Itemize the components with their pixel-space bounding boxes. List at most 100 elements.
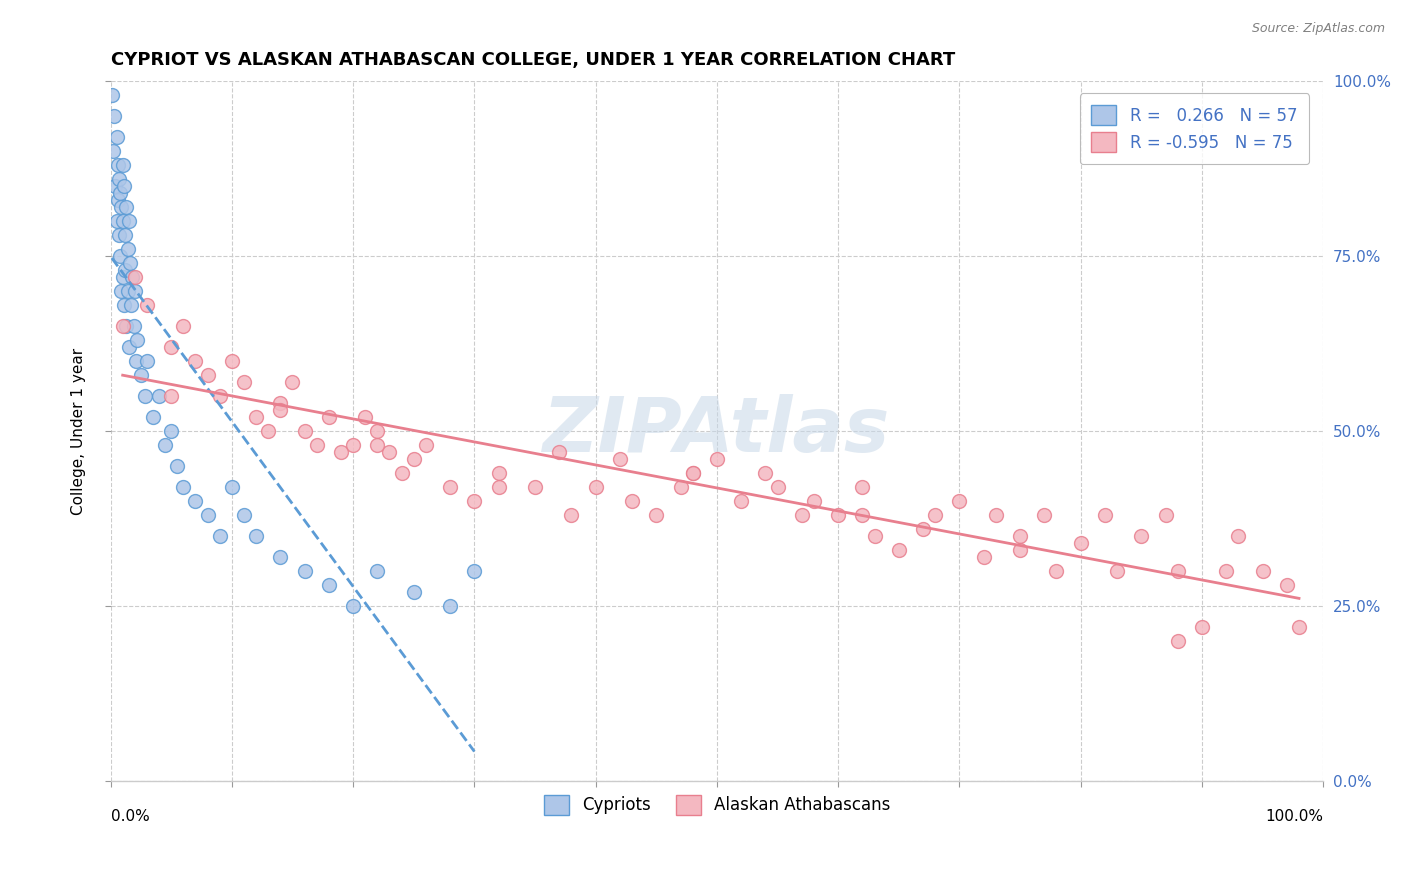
Text: Source: ZipAtlas.com: Source: ZipAtlas.com	[1251, 22, 1385, 36]
Point	[108, 172, 131, 186]
Point	[706, 452, 728, 467]
Y-axis label: College, Under 1 year: College, Under 1 year	[72, 348, 86, 515]
Point	[318, 578, 340, 592]
Point	[609, 452, 631, 467]
Point	[318, 410, 340, 425]
Point	[524, 480, 547, 494]
Point	[851, 508, 873, 523]
Point	[103, 109, 125, 123]
Point	[488, 480, 510, 494]
Point	[1070, 536, 1092, 550]
Legend: Cypriots, Alaskan Athabascans: Cypriots, Alaskan Athabascans	[537, 788, 897, 822]
Point	[973, 550, 995, 565]
Point	[221, 354, 243, 368]
Point	[1033, 508, 1056, 523]
Point	[463, 564, 485, 578]
Point	[754, 466, 776, 480]
Point	[120, 298, 142, 312]
Point	[197, 508, 219, 523]
Point	[122, 319, 145, 334]
Point	[560, 508, 582, 523]
Point	[172, 480, 194, 494]
Point	[197, 368, 219, 383]
Point	[111, 158, 134, 172]
Point	[1107, 564, 1129, 578]
Point	[142, 410, 165, 425]
Point	[107, 158, 129, 172]
Point	[1094, 508, 1116, 523]
Point	[208, 529, 231, 543]
Point	[1010, 543, 1032, 558]
Point	[118, 214, 141, 228]
Point	[136, 354, 159, 368]
Point	[117, 242, 139, 256]
Point	[184, 494, 207, 508]
Point	[105, 214, 128, 228]
Point	[887, 543, 910, 558]
Point	[112, 298, 135, 312]
Point	[1191, 620, 1213, 634]
Point	[354, 410, 377, 425]
Text: CYPRIOT VS ALASKAN ATHABASCAN COLLEGE, UNDER 1 YEAR CORRELATION CHART: CYPRIOT VS ALASKAN ATHABASCAN COLLEGE, U…	[111, 51, 955, 69]
Point	[118, 256, 141, 270]
Point	[172, 319, 194, 334]
Point	[305, 438, 328, 452]
Point	[1167, 634, 1189, 648]
Point	[148, 389, 170, 403]
Point	[912, 522, 935, 536]
Point	[402, 585, 425, 599]
Point	[221, 480, 243, 494]
Point	[294, 564, 316, 578]
Point	[391, 466, 413, 480]
Point	[111, 319, 134, 334]
Point	[101, 145, 124, 159]
Point	[366, 424, 388, 438]
Point	[1251, 564, 1274, 578]
Point	[827, 508, 849, 523]
Point	[984, 508, 1007, 523]
Point	[281, 375, 304, 389]
Point	[110, 186, 132, 201]
Point	[766, 480, 789, 494]
Point	[1045, 564, 1067, 578]
Point	[1167, 564, 1189, 578]
Point	[669, 480, 692, 494]
Point	[402, 452, 425, 467]
Point	[125, 354, 148, 368]
Point	[378, 445, 401, 459]
Point	[924, 508, 946, 523]
Point	[342, 599, 364, 613]
Point	[129, 368, 152, 383]
Point	[439, 599, 461, 613]
Point	[1010, 529, 1032, 543]
Point	[1275, 578, 1298, 592]
Text: ZIPAtlas: ZIPAtlas	[543, 394, 890, 468]
Point	[1227, 529, 1250, 543]
Point	[790, 508, 813, 523]
Point	[114, 263, 136, 277]
Point	[1130, 529, 1153, 543]
Point	[269, 403, 291, 417]
Point	[366, 438, 388, 452]
Point	[585, 480, 607, 494]
Point	[294, 424, 316, 438]
Point	[134, 389, 156, 403]
Point	[153, 438, 176, 452]
Point	[108, 228, 131, 243]
Point	[110, 249, 132, 263]
Point	[730, 494, 752, 508]
Point	[948, 494, 970, 508]
Point	[342, 438, 364, 452]
Point	[851, 480, 873, 494]
Point	[166, 459, 188, 474]
Point	[112, 179, 135, 194]
Point	[114, 228, 136, 243]
Point	[548, 445, 571, 459]
Point	[233, 508, 256, 523]
Point	[118, 340, 141, 354]
Point	[115, 200, 138, 214]
Point	[330, 445, 353, 459]
Point	[463, 494, 485, 508]
Text: 100.0%: 100.0%	[1265, 809, 1323, 824]
Point	[160, 424, 183, 438]
